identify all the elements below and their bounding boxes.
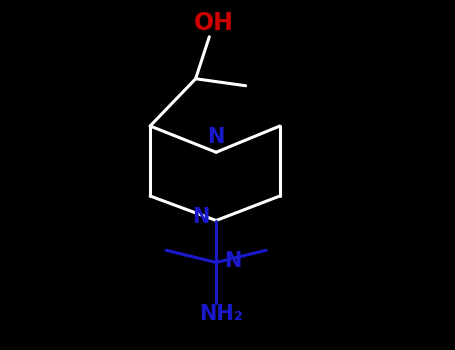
Text: NH₂: NH₂ bbox=[199, 304, 243, 324]
Text: N: N bbox=[192, 207, 209, 227]
Text: OH: OH bbox=[194, 11, 234, 35]
Text: N: N bbox=[224, 251, 242, 271]
Text: N: N bbox=[207, 127, 225, 147]
